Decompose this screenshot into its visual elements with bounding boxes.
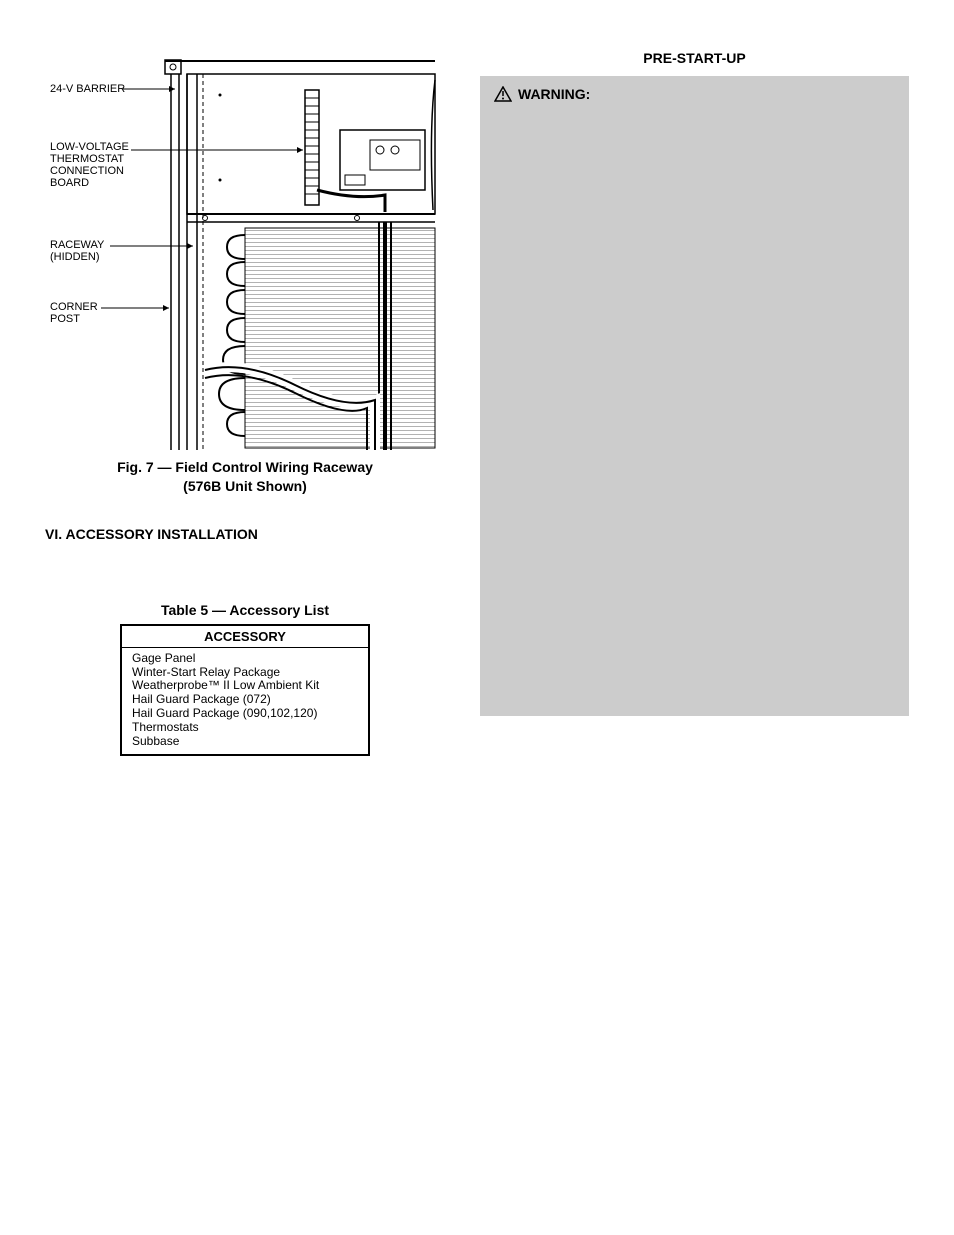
label-raceway-l2: (HIDDEN) [50,251,100,263]
section-heading-accessory: VI. ACCESSORY INSTALLATION [45,526,445,542]
left-column: 24-V BARRIER LOW-VOLTAGE THERMOSTAT CONN… [45,50,445,756]
table-5-caption: Table 5 — Accessory List [45,602,445,618]
table-row: Subbase [132,735,358,749]
page-root: 24-V BARRIER LOW-VOLTAGE THERMOSTAT CONN… [45,50,909,756]
right-column: PRE-START-UP WARNING: [480,50,909,756]
figure-caption-l2: (576B Unit Shown) [183,478,307,494]
accessory-table-header: ACCESSORY [122,626,368,648]
figure-7-svg: 24-V BARRIER LOW-VOLTAGE THERMOSTAT CONN… [45,50,445,450]
label-corner-l2: POST [50,313,80,325]
table-row: Gage Panel [132,652,358,666]
warning-icon [494,86,512,102]
warning-box: WARNING: [480,76,909,716]
table-row: Thermostats [132,721,358,735]
figure-caption-l1: Fig. 7 — Field Control Wiring Raceway [117,459,373,475]
label-raceway-l1: RACEWAY [50,239,105,251]
label-board-l2: THERMOSTAT [50,153,124,165]
table-5-wrap: Table 5 — Accessory List ACCESSORY Gage … [45,602,445,757]
warning-header: WARNING: [494,86,895,102]
warning-label: WARNING: [518,86,590,102]
table-row: Weatherprobe™ II Low Ambient Kit [132,679,358,693]
label-corner-l1: CORNER [50,301,98,313]
label-board-l4: BOARD [50,177,89,189]
pre-start-up-heading: PRE-START-UP [480,50,909,66]
label-barrier: 24-V BARRIER [50,83,125,95]
label-board-l1: LOW-VOLTAGE [50,141,129,153]
table-row: Hail Guard Package (072) [132,693,358,707]
accessory-table-body: Gage Panel Winter-Start Relay Package We… [122,648,368,755]
table-row: Hail Guard Package (090,102,120) [132,707,358,721]
figure-7: 24-V BARRIER LOW-VOLTAGE THERMOSTAT CONN… [45,50,445,496]
table-row: Winter-Start Relay Package [132,666,358,680]
figure-7-caption: Fig. 7 — Field Control Wiring Raceway (5… [45,458,445,496]
accessory-table: ACCESSORY Gage Panel Winter-Start Relay … [120,624,370,757]
label-board-l3: CONNECTION [50,165,124,177]
